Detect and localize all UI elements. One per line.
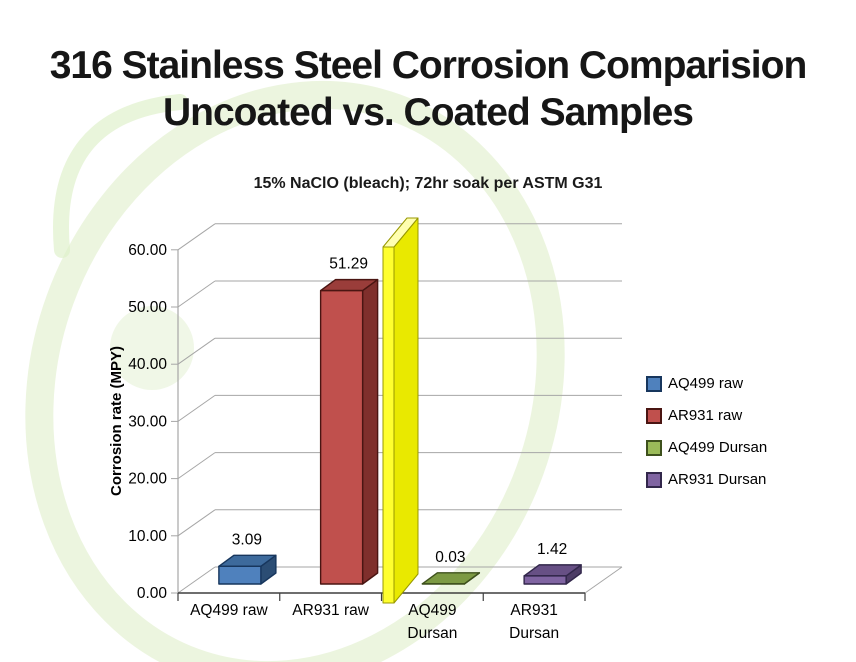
bar-value-label: 0.03: [435, 549, 465, 566]
divider-bar: [382, 217, 419, 604]
category-label: AR931: [510, 602, 557, 619]
legend-label: AQ499 Dursan: [668, 439, 768, 456]
bar-front-face: [523, 575, 567, 585]
category-label: Dursan: [509, 625, 559, 642]
bar-ar931-dursan: 1.42: [523, 541, 582, 585]
y-tick-label: 0.00: [137, 585, 168, 602]
legend-swatch-icon: [646, 375, 662, 392]
category-labels: AQ499 raw AR931 raw AQ499 Dursan AR931 Dursan: [190, 602, 559, 642]
legend-label: AQ499 raw: [668, 375, 744, 392]
grid-diagonal: [177, 509, 216, 537]
chart-legend: AQ499 raw AR931 raw AQ499 Dursan AR931 Durs…: [646, 375, 767, 488]
category-label: AR931 raw: [292, 602, 369, 619]
legend-swatch-icon: [646, 439, 662, 456]
bars: 3.09 51.29 0.03 1.42: [218, 256, 582, 585]
legend-item-ar931-raw: AR931 raw: [646, 407, 767, 424]
grid-diagonal: [177, 566, 216, 594]
y-tick-label: 60.00: [128, 242, 167, 259]
divider-front-face: [393, 217, 419, 604]
y-tick-label: 10.00: [128, 528, 167, 545]
y-axis-title: Corrosion rate (MPY): [108, 346, 125, 496]
legend-item-aq499-raw: AQ499 raw: [646, 375, 767, 392]
bar-front-face: [218, 565, 262, 585]
bar-value-label: 1.42: [537, 541, 567, 558]
legend-item-ar931-dursan: AR931 Dursan: [646, 471, 767, 488]
bar-aq499-raw: 3.09: [218, 531, 277, 585]
title-line-1: 316 Stainless Steel Corrosion Comparisio…: [49, 44, 808, 87]
y-tick-label: 50.00: [128, 299, 167, 316]
grid-diagonal: [177, 452, 216, 480]
grid-diagonal: [177, 394, 216, 422]
page-title: 316 Stainless Steel Corrosion Comparisio…: [0, 42, 856, 136]
divider-side-face: [382, 246, 395, 604]
bar-value-label: 51.29: [329, 256, 368, 273]
grid-diagonal: [177, 337, 216, 365]
grid-diagonal: [177, 223, 216, 251]
axes: [177, 249, 623, 601]
y-tick-label: 20.00: [128, 471, 167, 488]
legend-label: AR931 raw: [668, 407, 743, 424]
bar-ar931-raw: 51.29: [319, 256, 379, 585]
floor-right-edge: [584, 566, 623, 594]
chart-subtitle: 15% NaClO (bleach); 72hr soak per ASTM G…: [253, 175, 603, 192]
legend-item-aq499-dursan: AQ499 Dursan: [646, 439, 767, 456]
legend-swatch-icon: [646, 471, 662, 488]
bar-front-face: [319, 289, 364, 585]
y-tick-label: 40.00: [128, 356, 167, 373]
bar-side-face: [361, 278, 379, 585]
legend-swatch-icon: [646, 407, 662, 424]
y-tick-label: 30.00: [128, 413, 167, 430]
category-label: Dursan: [407, 625, 457, 642]
title-line-2: Uncoated vs. Coated Samples: [162, 91, 694, 134]
bar-top-face: [421, 572, 481, 585]
grid-diagonal: [177, 280, 216, 308]
category-label: AQ499: [408, 602, 456, 619]
legend-label: AR931 Dursan: [668, 471, 767, 488]
bar-value-label: 3.09: [232, 531, 262, 548]
category-label: AQ499 raw: [190, 602, 268, 619]
bar-aq499-dursan: 0.03: [421, 549, 481, 585]
